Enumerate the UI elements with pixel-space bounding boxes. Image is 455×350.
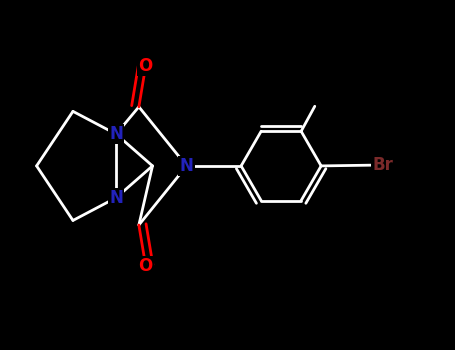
Text: Br: Br [372,156,393,174]
Text: N: N [109,125,123,143]
Text: N: N [109,189,123,207]
Text: N: N [180,157,193,175]
Text: O: O [139,257,153,275]
Text: O: O [139,57,153,75]
